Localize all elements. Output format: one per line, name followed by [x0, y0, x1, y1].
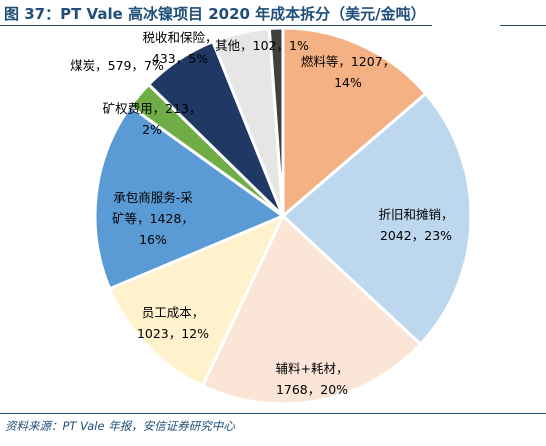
slice-label-1: 折旧和摊销， 2042，23% — [378, 207, 453, 243]
pie-slice-1 — [280, 91, 473, 347]
slice-label-0: 燃料等，1207， 14% — [301, 54, 395, 90]
slice-label-4: 承包商服务-采矿等，1428， 16% — [112, 190, 194, 247]
source-note: 资料来源：PT Vale 年报，安信证券研究中心 — [5, 419, 235, 433]
slice-label-8: 其他，102，1% — [215, 38, 309, 53]
source-rule — [0, 413, 546, 414]
slice-label-5: 矿权费用，213， 2% — [103, 101, 202, 137]
pie-slice-8 — [267, 26, 285, 217]
pie-slice-3 — [107, 213, 287, 388]
title-rule-left — [0, 25, 432, 26]
pie-slice-2 — [200, 213, 423, 406]
chart-title: 图 37：PT Vale 高冰镍项目 2020 年成本拆分（美元/金吨） — [4, 5, 426, 23]
slice-label-7: 税收和保险， 433，5% — [142, 30, 217, 66]
pie-slice-4 — [93, 104, 287, 291]
pie-slice-0 — [281, 26, 428, 220]
slice-label-3: 员工成本， 1023，12% — [137, 305, 209, 341]
slice-label-2: 辅料+耗材， 1768，20% — [276, 361, 349, 397]
title-rule-right — [500, 25, 546, 26]
slice-label-6: 煤炭，579，7% — [70, 58, 164, 73]
